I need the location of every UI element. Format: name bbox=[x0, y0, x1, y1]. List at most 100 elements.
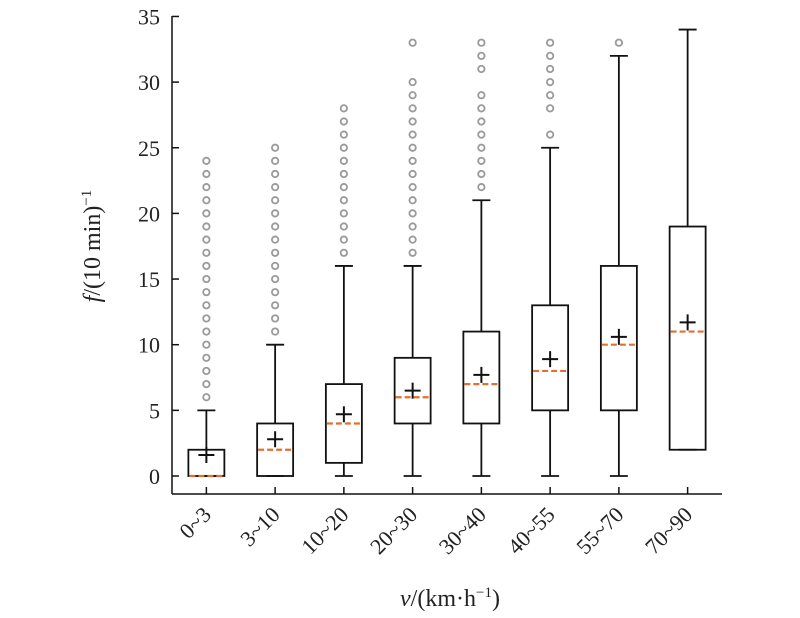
y-tick-label: 0 bbox=[149, 464, 160, 489]
outlier-point bbox=[339, 130, 348, 139]
y-axis-var: f bbox=[80, 292, 106, 302]
outlier-point bbox=[202, 301, 211, 310]
box-group-0~3 bbox=[187, 156, 226, 478]
outlier-point bbox=[339, 183, 348, 192]
outlier-point bbox=[339, 209, 348, 218]
outlier-point bbox=[408, 104, 417, 113]
outlier-point bbox=[339, 104, 348, 113]
y-tick-label: 25 bbox=[138, 136, 160, 161]
box bbox=[668, 225, 707, 451]
outlier-point bbox=[339, 222, 348, 231]
outlier-point bbox=[477, 51, 486, 60]
outlier-point bbox=[546, 104, 555, 113]
outlier-point bbox=[202, 156, 211, 165]
outlier-point bbox=[339, 143, 348, 152]
outlier-point bbox=[271, 235, 280, 244]
outlier-point bbox=[408, 222, 417, 231]
outlier-point bbox=[546, 91, 555, 100]
x-tick-label: 20~30 bbox=[365, 502, 422, 559]
box bbox=[256, 422, 295, 477]
x-tick-label: 55~70 bbox=[571, 502, 628, 559]
outlier-point bbox=[408, 169, 417, 179]
x-tick-label: 30~40 bbox=[434, 502, 491, 559]
outlier-point bbox=[271, 301, 280, 310]
y-tick-label: 5 bbox=[149, 398, 160, 423]
outlier-point bbox=[271, 156, 280, 165]
outlier-point bbox=[408, 143, 417, 152]
outlier-point bbox=[408, 78, 417, 87]
x-tick-label: 40~55 bbox=[502, 502, 559, 559]
outlier-point bbox=[271, 248, 280, 257]
y-axis-sup: −1 bbox=[79, 190, 95, 206]
outlier-point bbox=[271, 183, 280, 192]
outlier-point bbox=[202, 169, 211, 179]
outlier-point bbox=[271, 327, 280, 336]
outlier-point bbox=[202, 314, 211, 323]
x-tick-label: 70~90 bbox=[640, 502, 697, 559]
outlier-point bbox=[408, 38, 417, 47]
outlier-point bbox=[202, 196, 211, 205]
outlier-point bbox=[202, 379, 211, 389]
outlier-point bbox=[202, 288, 211, 297]
outlier-point bbox=[477, 130, 486, 139]
outlier-point bbox=[339, 196, 348, 205]
outlier-point bbox=[202, 183, 211, 192]
outlier-point bbox=[271, 288, 280, 297]
box bbox=[531, 304, 570, 412]
outlier-point bbox=[271, 209, 280, 218]
outlier-point bbox=[477, 117, 486, 126]
outlier-point bbox=[271, 261, 280, 271]
outlier-point bbox=[339, 169, 348, 179]
outlier-point bbox=[546, 64, 555, 74]
outlier-point bbox=[202, 274, 211, 284]
y-axis-title: f/(10 min)−1 bbox=[79, 190, 106, 303]
outlier-point bbox=[408, 183, 417, 192]
box bbox=[324, 383, 363, 464]
x-tick-label: 3~10 bbox=[235, 502, 284, 551]
outlier-point bbox=[271, 222, 280, 231]
outlier-point bbox=[202, 340, 211, 349]
outlier-point bbox=[408, 91, 417, 100]
outlier-point bbox=[408, 130, 417, 139]
box-group-10~20 bbox=[324, 104, 363, 477]
box-group-20~30 bbox=[393, 38, 432, 477]
outlier-point bbox=[408, 156, 417, 165]
outlier-point bbox=[202, 366, 211, 376]
box bbox=[393, 356, 432, 425]
x-tick-label: 0~3 bbox=[174, 502, 216, 544]
y-tick-label: 20 bbox=[138, 201, 160, 226]
outlier-point bbox=[408, 248, 417, 257]
outlier-point bbox=[408, 117, 417, 126]
outlier-point bbox=[202, 235, 211, 244]
box bbox=[599, 265, 638, 412]
outlier-point bbox=[477, 156, 486, 165]
outlier-point bbox=[546, 130, 555, 139]
outlier-point bbox=[271, 169, 280, 179]
outlier-point bbox=[408, 196, 417, 205]
outlier-point bbox=[546, 51, 555, 60]
outlier-point bbox=[339, 156, 348, 165]
box-group-55~70 bbox=[599, 38, 638, 477]
outlier-point bbox=[202, 222, 211, 231]
outlier-point bbox=[202, 209, 211, 218]
box-group-70~90 bbox=[668, 28, 707, 451]
outlier-point bbox=[477, 104, 486, 113]
y-tick-label: 30 bbox=[138, 70, 160, 95]
outlier-point bbox=[271, 314, 280, 323]
outlier-point bbox=[614, 38, 623, 47]
axes bbox=[171, 16, 722, 495]
y-tick-label: 10 bbox=[138, 333, 160, 358]
outlier-point bbox=[339, 235, 348, 244]
outlier-point bbox=[271, 143, 280, 152]
x-axis-close: ) bbox=[492, 586, 500, 612]
outlier-point bbox=[202, 327, 211, 336]
y-tick-label: 35 bbox=[138, 4, 160, 29]
x-tick-label: 10~20 bbox=[296, 502, 353, 559]
outlier-point bbox=[546, 78, 555, 87]
outlier-point bbox=[202, 248, 211, 257]
box-group-40~55 bbox=[531, 38, 570, 477]
outlier-point bbox=[477, 64, 486, 74]
box-group-3~10 bbox=[256, 143, 295, 477]
x-axis-var: v bbox=[400, 586, 411, 612]
y-axis-unit: /(10 min) bbox=[80, 206, 106, 296]
